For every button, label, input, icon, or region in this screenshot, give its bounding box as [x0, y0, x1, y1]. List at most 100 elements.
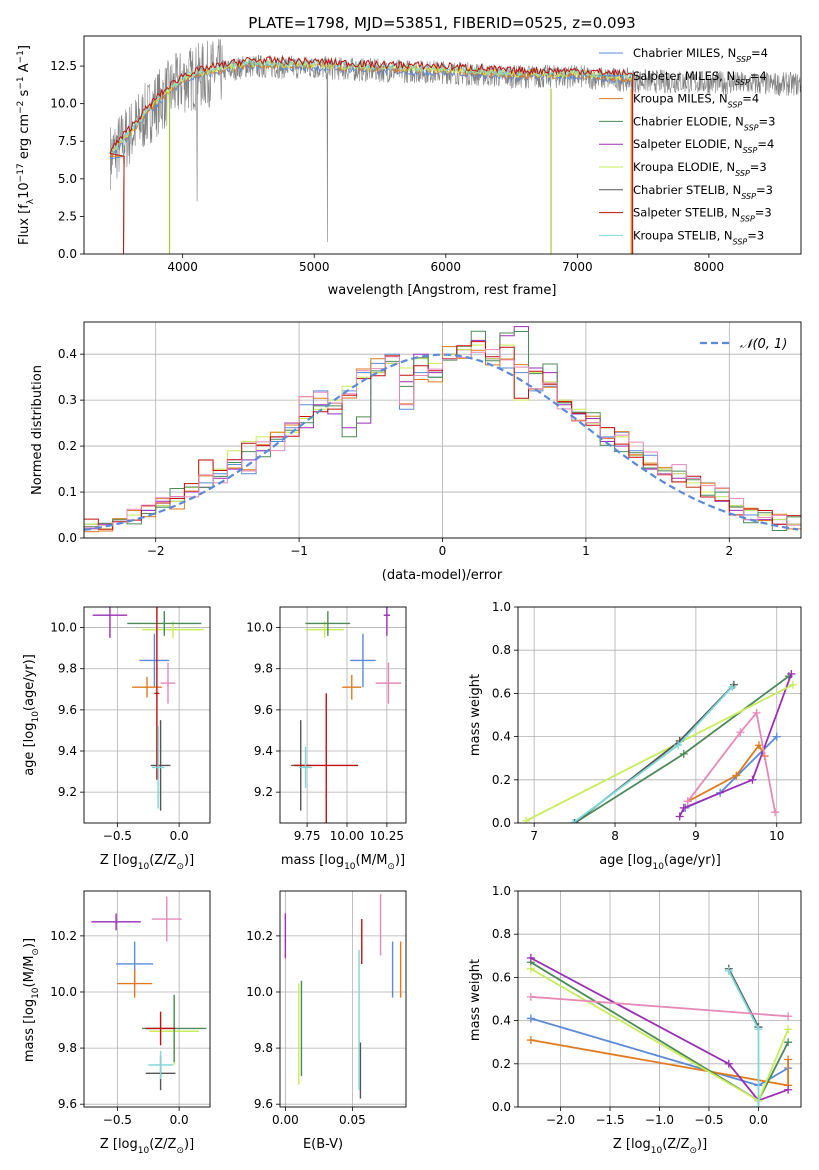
- mwz-line-salpeter-elodie: [530, 957, 789, 1102]
- mw-marker: [732, 771, 741, 780]
- mwz-marker: [724, 966, 733, 975]
- y-tick-label: 0.6: [492, 970, 511, 984]
- legend-name: Kroupa ELODIE, N: [633, 160, 735, 174]
- mass-vs-z-panel: −0.5 0.09.69.810.010.2Z [log10(Z/Z⊙)]mass…: [22, 890, 211, 1156]
- mwz-marker: [526, 1014, 535, 1023]
- mw-line-pink: [687, 710, 776, 813]
- label-part: 10: [138, 1146, 150, 1156]
- x-tick-label: 8: [611, 829, 619, 843]
- label-part: Flux [f: [17, 204, 32, 245]
- age-vs-z-panel: −0.5 0.09.29.49.69.810.0Z [log10(Z/Z⊙)]ag…: [22, 606, 211, 872]
- label-part: −17: [16, 163, 26, 182]
- normal-legend-label: 𝒩(0, 1): [740, 337, 787, 352]
- y-tick-label: 9.2: [58, 785, 77, 799]
- x-tick-label: 1: [582, 544, 590, 558]
- mw-line-kroupa-miles: [687, 743, 766, 803]
- residual-histogram-panel: −2 −1 0 1 2 0.0 0.1 0.2 0.3 0.4 𝒩(0, 1): [58, 321, 802, 558]
- x-tick-label: 9.75: [294, 829, 321, 843]
- label-part: ⊙: [689, 1146, 697, 1156]
- legend-nssp: =4: [751, 46, 768, 60]
- legend-entry-1: Salpeter MILES, NSSP=4: [633, 69, 767, 87]
- y-tick-label: 0.3: [58, 393, 77, 407]
- plot-area: [84, 891, 210, 1107]
- label-part: (age/yr)]: [664, 853, 721, 868]
- plot-area: [108, 38, 801, 254]
- x-tick-label: −0.5: [103, 829, 132, 843]
- legend-name: Kroupa MILES, N: [633, 92, 728, 106]
- legend-sub: SSP: [744, 123, 759, 132]
- figure-title: PLATE=1798, MJD=53851, FIBERID=0525, z=0…: [248, 14, 635, 32]
- label-part: erg cm: [17, 114, 32, 163]
- x-tick-label: 10.00: [330, 829, 364, 843]
- legend-name: Kroupa STELIB, N: [633, 228, 733, 242]
- y-tick-label: 5.0: [58, 172, 77, 186]
- axis-label: age [log10(age/yr)]: [22, 654, 41, 776]
- y-tick-label: 9.6: [58, 1097, 77, 1111]
- mwz-marker: [526, 992, 535, 1001]
- mw-marker: [788, 680, 797, 689]
- y-tick-label: 9.6: [254, 703, 273, 717]
- legend-sub: SSP: [740, 214, 755, 223]
- label-part: (Z/Z: [149, 1137, 176, 1152]
- y-tick-label: 10.2: [246, 929, 273, 943]
- legend-entry-7: Salpeter STELIB, NSSP=3: [633, 206, 772, 224]
- y-tick-label: 9.8: [58, 662, 77, 676]
- legend-entry-2: Kroupa MILES, NSSP=4: [633, 92, 759, 110]
- x-tick-label: 0.05: [339, 1113, 366, 1127]
- axes-frame: [83, 35, 802, 255]
- y-tick-label: 2.5: [58, 209, 77, 223]
- label-part: age [log: [599, 853, 652, 868]
- mw-marker: [748, 775, 757, 784]
- label-part: Z [log: [613, 1137, 651, 1152]
- mw-marker: [522, 816, 531, 823]
- label-part: ⊙: [31, 948, 41, 956]
- legend-nssp: =3: [747, 228, 764, 242]
- label-part: )]: [184, 853, 194, 868]
- axes-frame: [517, 606, 802, 824]
- legend-nssp: =3: [756, 183, 773, 197]
- mwz-ylabel: mass weight: [468, 959, 483, 1041]
- plot-area: [280, 607, 406, 823]
- mw-marker: [675, 812, 684, 821]
- y-tick-label: 9.6: [58, 703, 77, 717]
- legend-nssp: =3: [755, 206, 772, 220]
- legend-sub: SSP: [728, 100, 743, 109]
- label-part: )]: [697, 1137, 707, 1152]
- y-tick-label: 9.4: [58, 744, 77, 758]
- mw-marker: [787, 669, 796, 678]
- y-tick-label: 0.8: [492, 927, 511, 941]
- mwz-marker: [784, 1012, 793, 1021]
- legend-entry-0: Chabrier MILES, NSSP=4: [633, 46, 768, 64]
- y-tick-label: 0.1: [58, 485, 77, 499]
- axes-frame: [83, 890, 211, 1108]
- legend-nssp: =3: [750, 160, 767, 174]
- massweight-vs-z-panel: −2.0 −1.5 −1.0 −0.5 0.0 0.0 0.2 0.4 0.6 0.8 1.0 Z […: [492, 884, 802, 1156]
- mwz-marker: [526, 1036, 535, 1045]
- axes-frame: [83, 321, 802, 539]
- mw-line-kroupa-elodie: [525, 683, 794, 822]
- x-tick-label: −2.0: [546, 1113, 575, 1127]
- y-tick-label: 10.0: [50, 97, 77, 111]
- spectrum-legend: Chabrier MILES, NSSP=4 Salpeter MILES, NS…: [599, 46, 775, 246]
- residual-xlabel: (data-model)/error: [382, 568, 503, 583]
- plot-area: [518, 891, 801, 1107]
- mwz-marker: [526, 953, 535, 962]
- y-tick-label: 10.2: [50, 929, 77, 943]
- label-part: )]: [184, 1137, 194, 1152]
- label-part: 10: [652, 862, 664, 872]
- x-tick-label: 10: [769, 829, 784, 843]
- label-part: )]: [22, 938, 37, 948]
- ebv-xlabel: E(B-V): [303, 1137, 343, 1152]
- model-fit-salpeter-stelib: [109, 55, 634, 254]
- y-tick-label: 1.0: [492, 600, 511, 614]
- y-tick-label: 12.5: [50, 59, 77, 73]
- x-tick-label: −0.5: [103, 1113, 132, 1127]
- label-part: 10: [17, 182, 32, 199]
- label-part: 10: [31, 711, 41, 723]
- y-tick-label: 1.0: [492, 884, 511, 898]
- mwz-marker: [754, 1025, 763, 1034]
- label-part: )]: [395, 853, 405, 868]
- y-tick-label: 10.0: [246, 985, 273, 999]
- legend-sub: SSP: [736, 55, 751, 64]
- y-tick-label: 7.5: [58, 134, 77, 148]
